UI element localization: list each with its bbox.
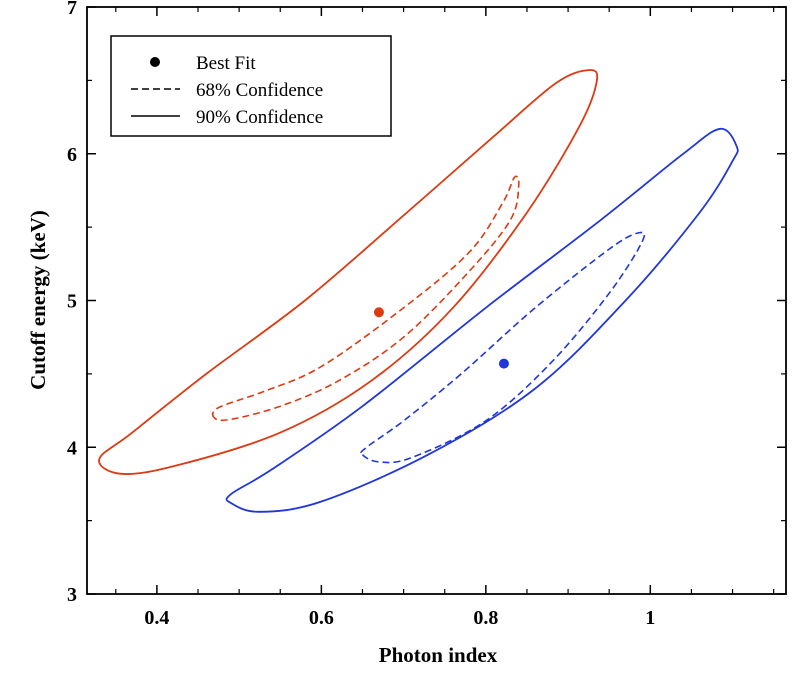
- x-axis-label: Photon index: [379, 643, 498, 667]
- y-tick-label: 7: [67, 0, 77, 19]
- legend-68-label: 68% Confidence: [196, 80, 323, 101]
- y-axis-label: Cutoff energy (keV): [26, 210, 50, 390]
- y-tick-label: 6: [67, 144, 77, 166]
- red-contour-90: [98, 69, 599, 475]
- y-tick-label: 4: [67, 437, 77, 459]
- red-best-fit-point: [373, 307, 384, 318]
- legend-box: [110, 35, 392, 137]
- plot-frame: [86, 6, 787, 595]
- blue-best-fit-point: [498, 358, 509, 369]
- y-tick-label: 3: [67, 584, 77, 606]
- x-tick-label: 0.4: [144, 607, 169, 629]
- x-tick-label: 0.6: [309, 607, 334, 629]
- x-axis-ticks: 0.4 0.6 0.8 1: [115, 7, 775, 629]
- legend-90-label: 90% Confidence: [196, 107, 323, 128]
- blue-contour-68: [360, 231, 646, 464]
- plot-area: [98, 69, 739, 513]
- red-contour-68: [211, 175, 520, 422]
- x-tick-label: 1: [645, 607, 655, 629]
- x-tick-label: 0.8: [473, 607, 498, 629]
- blue-contour-90: [225, 127, 739, 513]
- legend: Best Fit 68% Confidence 90% Confidence: [110, 35, 392, 137]
- legend-best-fit-label: Best Fit: [196, 53, 256, 74]
- legend-best-fit-marker: [150, 57, 160, 67]
- y-tick-label: 5: [67, 291, 77, 313]
